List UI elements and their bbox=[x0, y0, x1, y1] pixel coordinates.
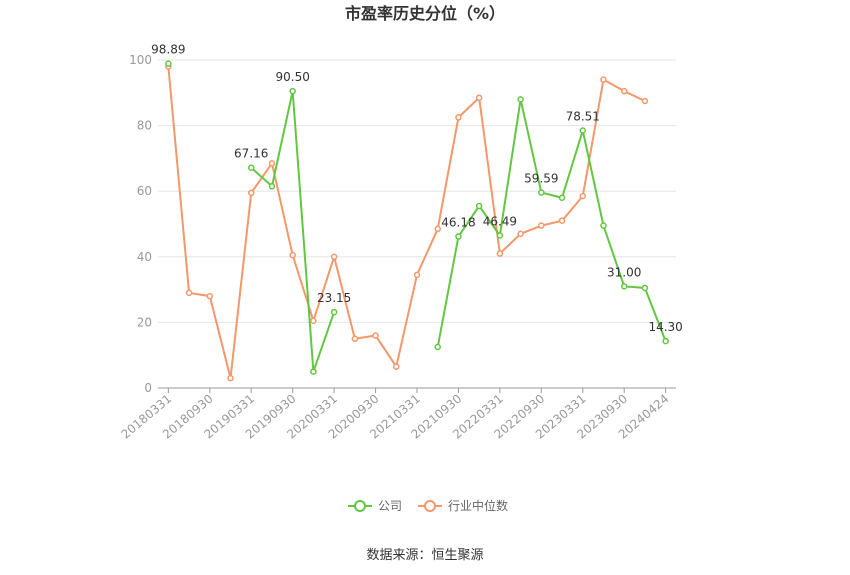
data-point-0 bbox=[165, 60, 172, 67]
data-point-1 bbox=[206, 292, 214, 300]
data-point-0 bbox=[475, 202, 483, 210]
data-labels: 98.89 67.16 90.50 23.15 46.18 46.49 59.59 78.51… bbox=[151, 43, 683, 334]
data-label: 46.49 bbox=[483, 215, 517, 229]
data-point-0 bbox=[620, 283, 628, 290]
grid-lines bbox=[158, 59, 676, 323]
data-point-1 bbox=[413, 271, 421, 279]
legend-item-1[interactable]: 行业中位数 bbox=[418, 498, 508, 513]
y-axis-ticks: 0 20 40 60 80 100 bbox=[129, 53, 152, 395]
y-tick-label: 40 bbox=[137, 250, 152, 264]
data-label: 67.16 bbox=[234, 147, 268, 161]
data-label: 78.51 bbox=[566, 109, 600, 123]
series-line-1 bbox=[167, 66, 646, 380]
data-label: 23.15 bbox=[317, 291, 351, 305]
legend-marker bbox=[424, 500, 436, 512]
data-point-0 bbox=[538, 189, 545, 196]
data-label: 46.18 bbox=[441, 216, 475, 230]
y-tick-label: 60 bbox=[137, 184, 152, 198]
data-point-1 bbox=[393, 363, 400, 370]
data-point-1 bbox=[538, 222, 545, 229]
data-label: 90.50 bbox=[276, 70, 310, 84]
data-label: 98.89 bbox=[151, 43, 185, 57]
data-point-0 bbox=[268, 183, 276, 190]
data-point-1 bbox=[330, 253, 338, 261]
data-point-0 bbox=[641, 284, 649, 292]
data-point-1 bbox=[620, 87, 628, 95]
data-point-1 bbox=[496, 250, 504, 257]
data-point-1 bbox=[372, 332, 379, 339]
legend-item-0[interactable]: 公司 bbox=[348, 499, 402, 513]
data-point-0 bbox=[662, 337, 669, 345]
data-point-1 bbox=[600, 76, 607, 83]
data-label: 14.30 bbox=[648, 320, 682, 334]
data-point-1 bbox=[351, 335, 359, 343]
data-point-1 bbox=[185, 289, 193, 297]
series-line-0 bbox=[250, 90, 336, 373]
legend-label: 公司 bbox=[378, 499, 402, 513]
data-point-1 bbox=[434, 225, 441, 233]
data-point-0 bbox=[600, 222, 607, 229]
x-axis: 2018033120180930201903312019093020200331… bbox=[119, 387, 676, 442]
data-point-1 bbox=[289, 251, 296, 259]
data-point-0 bbox=[517, 96, 524, 103]
data-point-1 bbox=[310, 317, 317, 325]
data-label: 59.59 bbox=[524, 172, 558, 186]
y-tick-label: 100 bbox=[129, 53, 152, 67]
data-point-0 bbox=[579, 127, 587, 134]
data-point-0 bbox=[289, 87, 296, 95]
y-tick-label: 80 bbox=[137, 119, 152, 133]
data-point-1 bbox=[247, 189, 255, 197]
data-point-1 bbox=[641, 97, 649, 105]
chart-title: 市盈率历史分位（%） bbox=[345, 4, 505, 23]
data-point-0 bbox=[434, 343, 441, 351]
data-point-0 bbox=[496, 232, 504, 239]
y-tick-label: 20 bbox=[137, 315, 152, 329]
data-point-0 bbox=[247, 164, 255, 171]
series-line-0 bbox=[436, 98, 667, 348]
source-note: 数据来源：恒生聚源 bbox=[366, 548, 483, 563]
legend-marker bbox=[354, 500, 366, 512]
series-points bbox=[165, 60, 669, 382]
data-point-1 bbox=[517, 230, 524, 238]
data-point-1 bbox=[579, 192, 587, 200]
data-point-0 bbox=[455, 233, 462, 240]
data-point-0 bbox=[558, 194, 566, 202]
data-point-0 bbox=[310, 368, 317, 375]
data-label: 31.00 bbox=[607, 265, 641, 279]
legend[interactable]: 公司 行业中位数 bbox=[348, 498, 508, 513]
data-point-0 bbox=[330, 308, 338, 316]
data-point-1 bbox=[475, 94, 483, 101]
data-point-1 bbox=[455, 114, 462, 121]
data-point-1 bbox=[227, 374, 234, 382]
data-point-1 bbox=[558, 217, 566, 224]
y-tick-label: 0 bbox=[144, 381, 152, 395]
data-point-1 bbox=[268, 160, 276, 167]
legend-label: 行业中位数 bbox=[448, 498, 508, 513]
